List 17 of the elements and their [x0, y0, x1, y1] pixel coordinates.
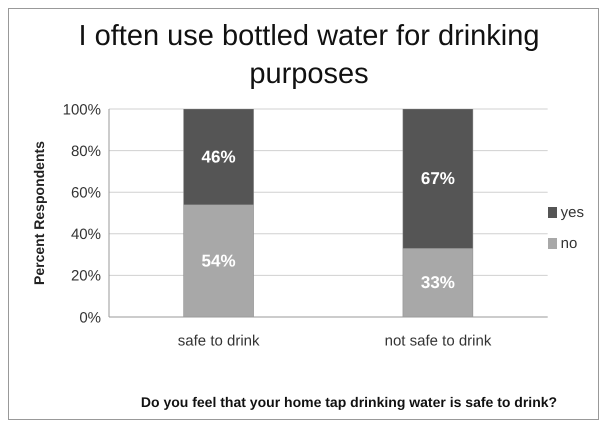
legend-label: no — [560, 235, 578, 252]
data-label: 46% — [202, 147, 236, 166]
legend-label: yes — [560, 204, 584, 221]
data-label: 67% — [420, 169, 455, 188]
x-tick-label: safe to drink — [178, 332, 260, 350]
y-tick-label: 20% — [70, 268, 101, 285]
data-label: 54% — [202, 251, 236, 270]
data-label: 33% — [420, 273, 455, 292]
y-tick-label: 100% — [62, 101, 101, 118]
y-tick-label: 80% — [70, 142, 101, 160]
y-tick-label: 40% — [70, 226, 101, 244]
y-tick-label: 60% — [70, 184, 101, 202]
y-axis-title: Percent Respondents — [30, 140, 47, 285]
x-tick-label: not safe to drink — [384, 332, 492, 350]
x-axis-title: Do you feel that your home tap drinking water is safe to drink? — [140, 394, 558, 410]
y-tick-label: 0% — [79, 309, 101, 326]
chart-title: I often use bottled water for drinking purposes — [77, 19, 541, 92]
